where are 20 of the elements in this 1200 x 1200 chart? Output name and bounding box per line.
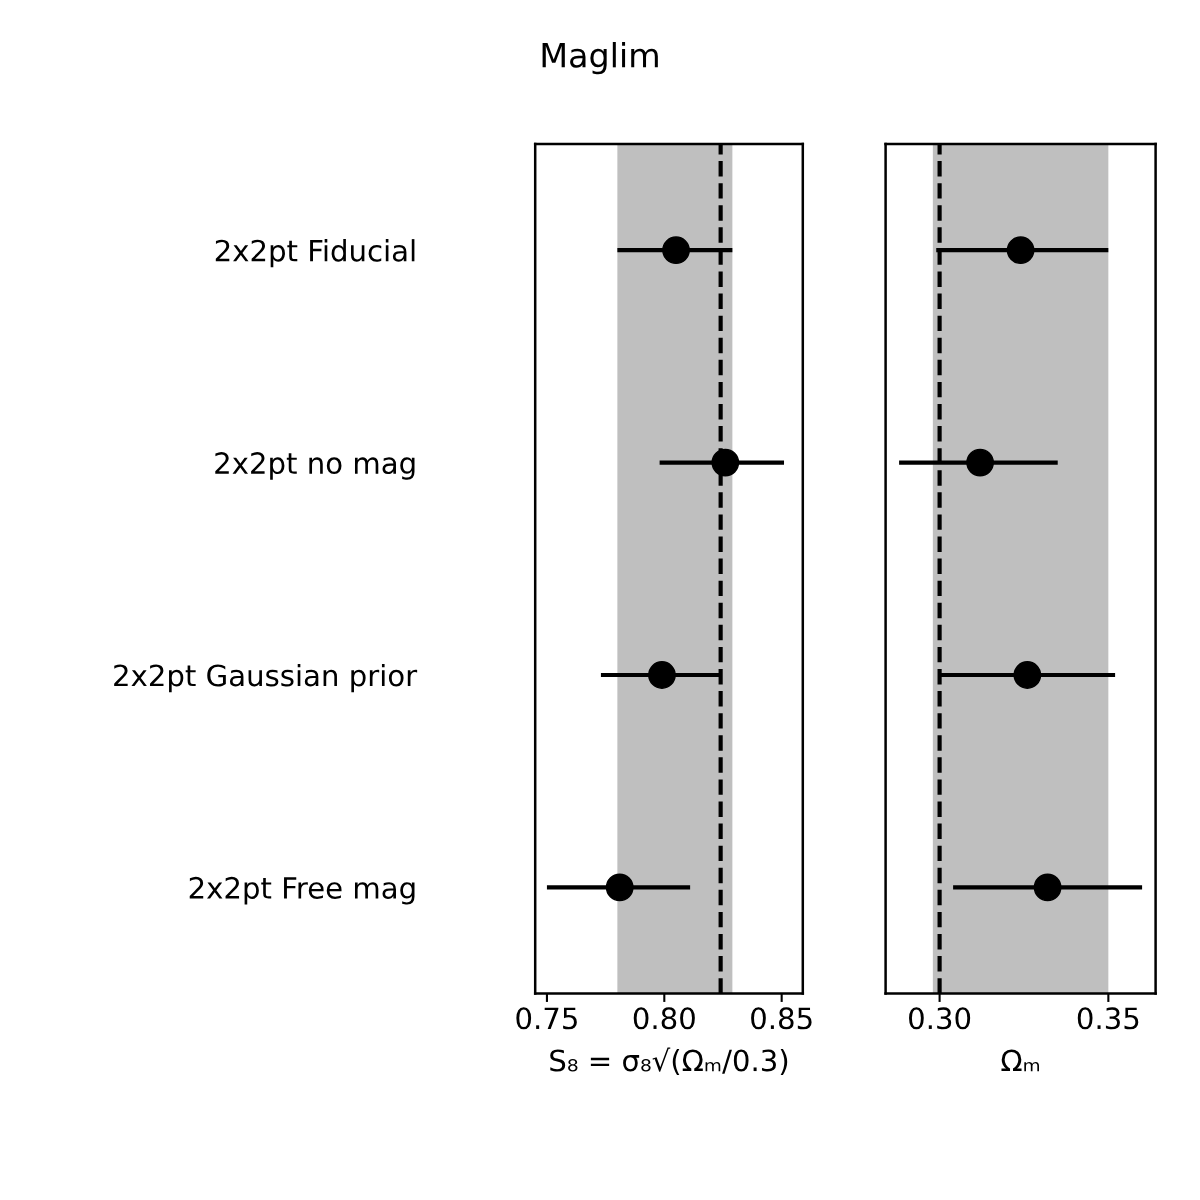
point xyxy=(1033,873,1062,902)
point xyxy=(1006,236,1035,265)
x-tick-label: 0.80 xyxy=(633,1007,695,1030)
point xyxy=(648,661,676,689)
point xyxy=(1013,661,1042,689)
point xyxy=(662,236,690,265)
y-tick-label: 2x2pt Free mag xyxy=(189,876,415,905)
x-axis-title: Ωₘ xyxy=(1001,1049,1039,1072)
x-tick-label: 0.75 xyxy=(516,1007,577,1030)
y-tick-label: 2x2pt Fiducial xyxy=(215,239,415,268)
chart-title: Maglim xyxy=(542,42,658,75)
x-axis-title: S₈ = σ₈√(Ωₘ/0.3) xyxy=(550,1047,788,1075)
y-tick-label: 2x2pt no mag xyxy=(215,452,415,480)
x-tick-label: 0.85 xyxy=(751,1007,812,1030)
point xyxy=(711,448,740,477)
point xyxy=(966,448,994,477)
x-tick-label: 0.30 xyxy=(909,1007,971,1030)
point xyxy=(605,873,634,902)
y-tick-label: 2x2pt Gaussian prior xyxy=(114,663,418,693)
x-tick-label: 0.35 xyxy=(1077,1007,1139,1030)
